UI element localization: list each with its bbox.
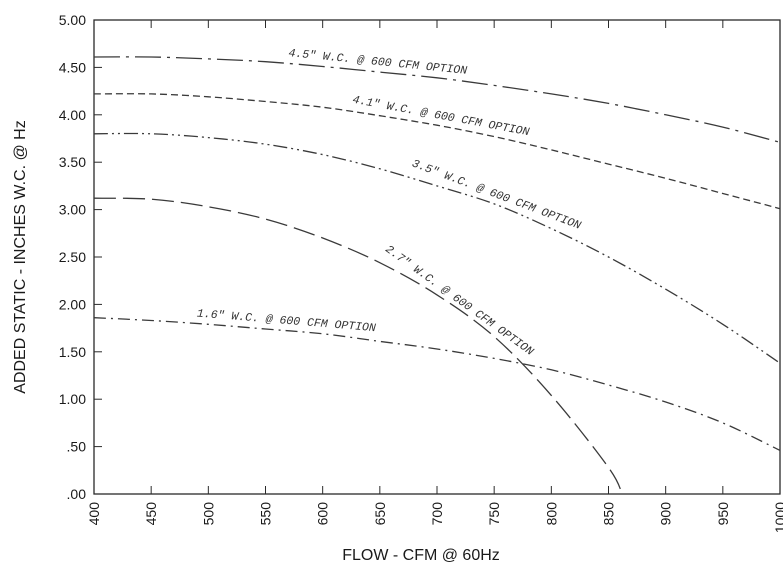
y-tick-label: .00 [67, 486, 87, 502]
x-tick-label: 400 [86, 502, 102, 526]
series-layer [93, 56, 781, 495]
series-line-2 [93, 93, 781, 210]
x-tick-label: 450 [143, 502, 159, 526]
y-tick-label: 3.00 [59, 202, 86, 218]
x-tick-label: 700 [429, 502, 445, 526]
x-tick-label: 600 [315, 502, 331, 526]
series-line-3 [93, 132, 781, 364]
x-axis-title: FLOW - CFM @ 60Hz [342, 547, 500, 564]
x-tick-label: 650 [372, 502, 388, 526]
x-tick-label: 550 [258, 502, 274, 526]
y-axis-ticks: .00 .50 1.00 1.50 2.00 2.50 3.00 3.50 4.00 4.50 5.… [59, 12, 102, 502]
y-tick-label: 2.50 [59, 249, 86, 265]
y-tick-label: 2.00 [59, 296, 86, 312]
series-line-5 [93, 317, 781, 451]
y-axis-title: ADDED STATIC - INCHES W.C. @ Hz [12, 120, 29, 393]
y-tick-label: .50 [67, 439, 87, 455]
x-tick-label: 950 [715, 502, 731, 526]
y-tick-label: 5.00 [59, 12, 86, 28]
x-tick-label: 750 [486, 502, 502, 526]
y-tick-label: 4.50 [59, 59, 86, 75]
series-line-4 [93, 197, 623, 495]
x-tick-label: 500 [200, 502, 216, 526]
series-line-1 [93, 56, 781, 143]
y-tick-label: 4.00 [59, 107, 86, 123]
x-tick-label: 1000 [772, 502, 783, 533]
x-axis-ticks: 400 450 500 550 600 650 700 750 800 850 900 950 1000 [86, 20, 783, 533]
x-tick-label: 900 [658, 502, 674, 526]
y-tick-label: 3.50 [59, 154, 86, 170]
x-tick-label: 850 [601, 502, 617, 526]
y-tick-label: 1.00 [59, 391, 86, 407]
x-tick-label: 800 [543, 502, 559, 526]
y-tick-label: 1.50 [59, 344, 86, 360]
